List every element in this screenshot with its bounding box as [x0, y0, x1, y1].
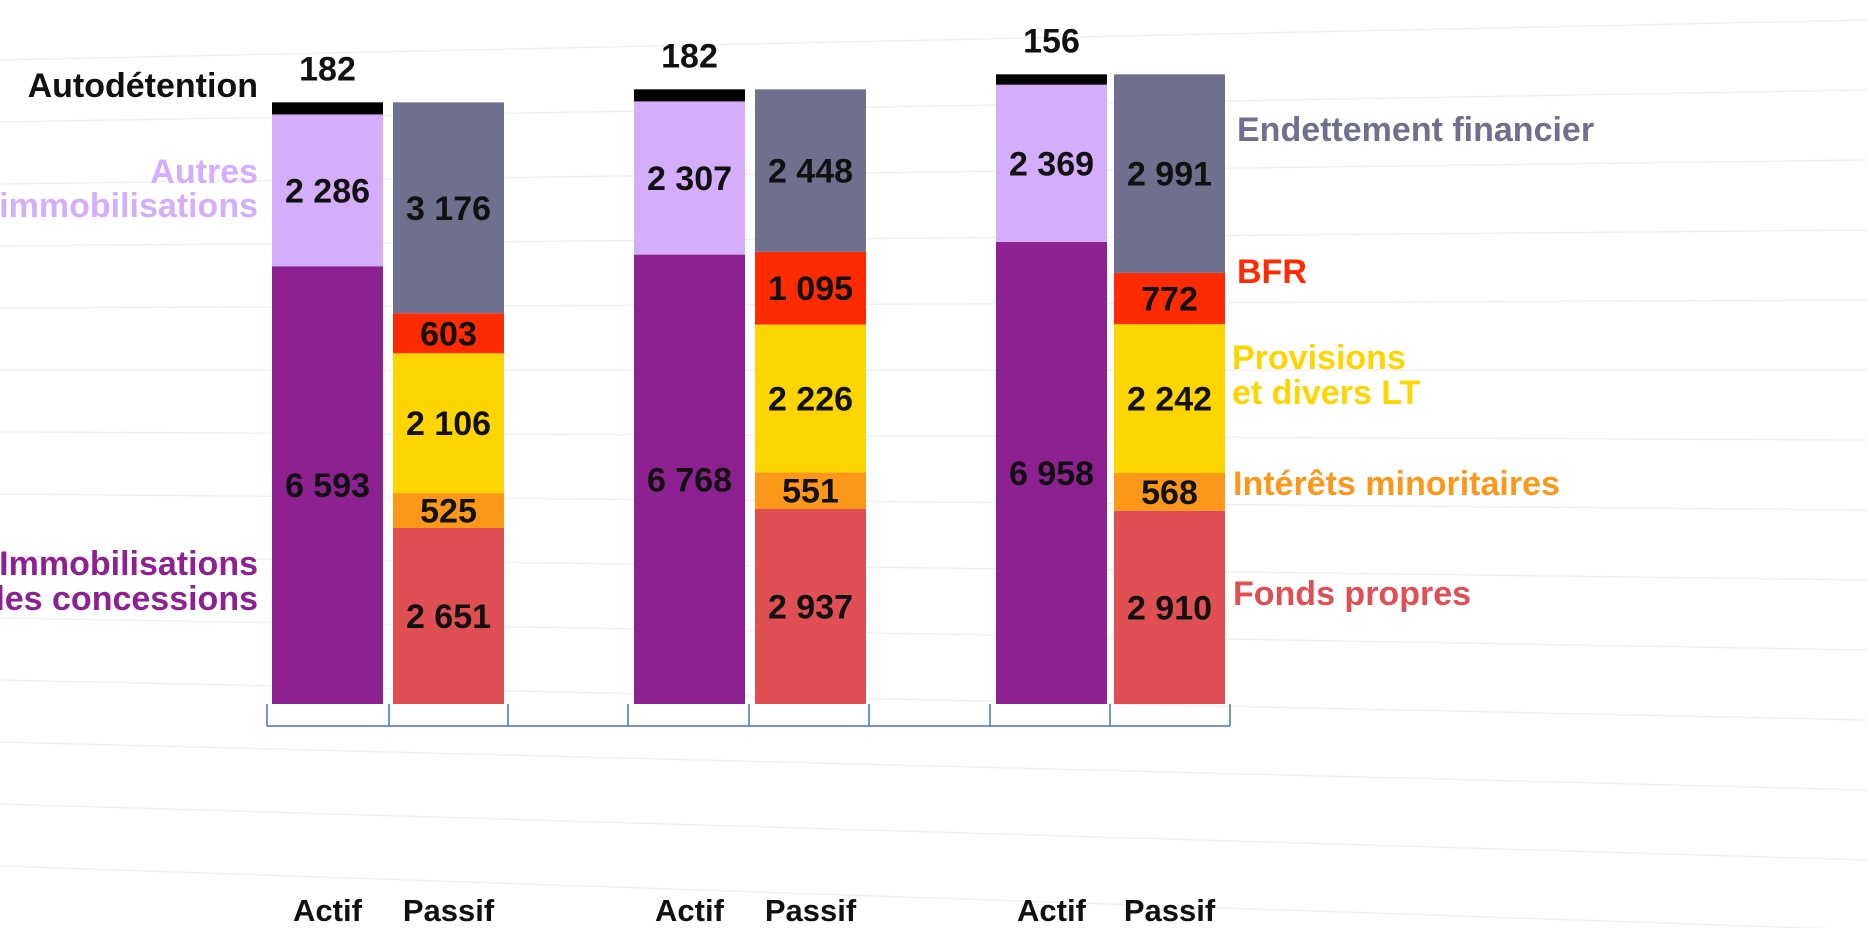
legend-label: des concessions — [0, 580, 258, 618]
passif-segment-2-3 — [755, 324, 866, 473]
value-label: 2 242 — [1127, 381, 1212, 419]
passif-segment-3-1 — [1114, 510, 1225, 704]
x-tick-label: Actif — [1017, 893, 1087, 928]
value-label: 2 937 — [768, 588, 853, 626]
value-label: 2 991 — [1127, 156, 1212, 194]
legend-label: Immobilisations — [0, 545, 258, 583]
passif-segment-1-1 — [393, 527, 504, 704]
actif-segment-1-1 — [272, 266, 383, 704]
value-label: 3 176 — [406, 190, 491, 228]
legend-label: BFR — [1237, 253, 1307, 291]
actif-segment-2-1 — [634, 254, 745, 704]
value-label: 2 910 — [1127, 589, 1212, 627]
legend-label: Autres — [150, 153, 258, 191]
legend-label: Fonds propres — [1233, 575, 1471, 613]
actif-segment-3-3 — [996, 74, 1107, 85]
actif-segment-2-3 — [634, 89, 745, 102]
value-label: 603 — [420, 315, 477, 353]
value-label: 2 448 — [768, 153, 853, 191]
value-label: 1 095 — [768, 270, 853, 308]
value-label: 2 369 — [1009, 145, 1094, 183]
x-tick-label: Passif — [403, 893, 495, 928]
value-label: 6 593 — [285, 467, 370, 505]
passif-segment-2-2 — [755, 472, 866, 509]
passif-segment-3-5 — [1114, 74, 1225, 273]
actif-segment-3-1 — [996, 241, 1107, 704]
actif-segment-1-3 — [272, 102, 383, 115]
value-label: 568 — [1141, 474, 1198, 512]
x-tick-label: Passif — [1124, 893, 1216, 928]
value-label: 2 286 — [285, 172, 370, 210]
x-tick-label: Actif — [293, 893, 363, 928]
actif-segment-2-2 — [634, 101, 745, 255]
passif-segment-2-1 — [755, 508, 866, 704]
passif-segment-3-3 — [1114, 324, 1225, 474]
value-label: 2 651 — [406, 598, 491, 636]
actif-segment-3-2 — [996, 84, 1107, 242]
legend-label: et divers LT — [1232, 374, 1421, 412]
passif-segment-1-4 — [393, 313, 504, 354]
value-label: 2 307 — [647, 160, 732, 198]
actif-segment-1-2 — [272, 114, 383, 267]
passif-segment-1-3 — [393, 353, 504, 494]
value-label: 182 — [661, 37, 718, 75]
value-label: 551 — [782, 473, 839, 511]
passif-segment-2-5 — [755, 89, 866, 252]
value-label: 6 768 — [647, 461, 732, 499]
value-label: 525 — [420, 493, 477, 531]
passif-segment-1-2 — [393, 493, 504, 528]
value-label: 6 958 — [1009, 455, 1094, 493]
passif-segment-1-5 — [393, 102, 504, 314]
passif-segment-2-4 — [755, 251, 866, 325]
x-tick-label: Passif — [765, 893, 857, 928]
value-label: 772 — [1141, 281, 1198, 319]
legend-label: immobilisations — [0, 187, 258, 225]
legend-label: Intérêts minoritaires — [1233, 465, 1560, 503]
passif-segment-3-4 — [1114, 272, 1225, 325]
legend-label: Endettement financier — [1237, 111, 1594, 149]
value-label: 182 — [299, 50, 356, 88]
legend-label: Provisions — [1232, 339, 1406, 377]
value-label: 156 — [1023, 22, 1080, 60]
value-label: 2 106 — [406, 405, 491, 443]
x-tick-label: Actif — [655, 893, 725, 928]
legend-label: Autodétention — [28, 67, 258, 105]
value-label: 2 226 — [768, 380, 853, 418]
passif-segment-3-2 — [1114, 473, 1225, 511]
